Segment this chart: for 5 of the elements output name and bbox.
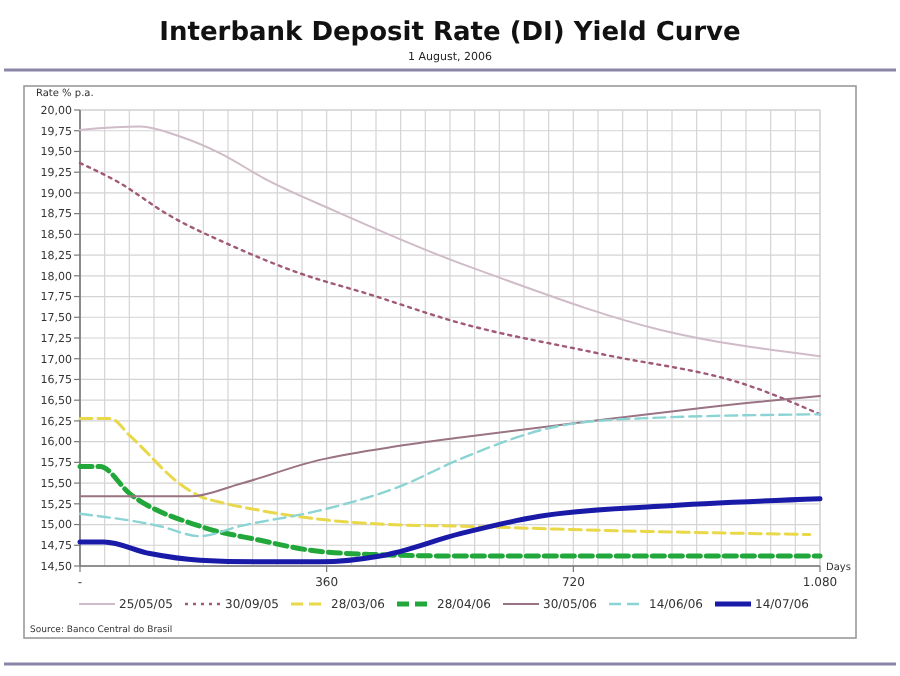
line-series	[79, 395, 821, 498]
chart-title: Interbank Deposit Rate (DI) Yield Curve	[159, 18, 742, 48]
line-series	[77, 464, 823, 559]
line-series	[79, 125, 821, 358]
line-series	[78, 161, 822, 416]
